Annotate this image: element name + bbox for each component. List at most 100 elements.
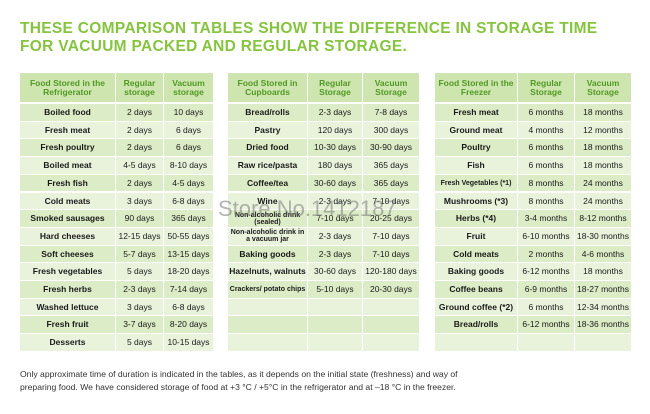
- duration-cell: 2-3 days: [308, 227, 363, 246]
- food-cell: Baking goods: [228, 245, 308, 264]
- food-cell: Bread/rolls: [228, 104, 308, 122]
- food-cell: Soft cheeses: [20, 245, 116, 264]
- duration-cell: 7-10 days: [308, 210, 363, 228]
- duration-cell: 7-10 days: [363, 227, 420, 246]
- duration-cell: 8 months: [518, 174, 575, 193]
- duration-cell: 2 months: [518, 245, 575, 264]
- food-cell: Mushrooms (*3): [435, 192, 518, 211]
- duration-cell: 30-90 days: [363, 139, 420, 158]
- food-cell: Fish: [435, 157, 518, 175]
- duration-cell: 10 days: [164, 104, 214, 122]
- duration-cell: 2 days: [116, 104, 164, 122]
- duration-cell: 10-15 days: [164, 334, 214, 352]
- food-cell: Smoked sausages: [20, 210, 116, 228]
- duration-cell: 120 days: [308, 121, 363, 140]
- food-cell: Herbs (*4): [435, 210, 518, 228]
- column-header: Vacuum Storage: [363, 73, 420, 103]
- duration-cell: 6-12 months: [518, 263, 575, 281]
- duration-cell: 20-25 days: [363, 210, 420, 228]
- empty-cell: [518, 334, 575, 352]
- food-cell: Wine: [228, 192, 308, 211]
- duration-cell: 2-3 days: [308, 192, 363, 211]
- empty-cell: [363, 334, 420, 352]
- food-cell: Raw rice/pasta: [228, 157, 308, 175]
- watermark: Store No.1412187: [218, 196, 397, 221]
- duration-cell: 18 months: [575, 263, 632, 281]
- duration-cell: 18-20 days: [164, 263, 214, 281]
- duration-cell: 365 days: [363, 174, 420, 193]
- food-cell: Non-alcoholic drink (sealed): [228, 210, 308, 228]
- duration-cell: 6 days: [164, 139, 214, 158]
- duration-cell: 24 months: [575, 192, 632, 211]
- column-header: Food Stored in the Freezer: [435, 73, 518, 103]
- duration-cell: 12 months: [575, 121, 632, 140]
- empty-cell: [308, 334, 363, 352]
- duration-cell: 2 days: [116, 139, 164, 158]
- duration-cell: 6-8 days: [164, 192, 214, 211]
- column-header: Vacuum Storage: [575, 73, 632, 103]
- food-cell: Fresh Vegetables (*1): [435, 174, 518, 193]
- food-cell: Desserts: [20, 334, 116, 352]
- empty-cell: [228, 298, 308, 317]
- duration-cell: 3-4 months: [518, 210, 575, 228]
- food-cell: Coffee/tea: [228, 174, 308, 193]
- duration-cell: 12-34 months: [575, 298, 632, 317]
- empty-cell: [228, 334, 308, 352]
- footnote-line: Only approximate time of duration is ind…: [20, 369, 458, 379]
- title-line: THESE COMPARISON TABLES SHOW THE DIFFERE…: [20, 20, 598, 37]
- duration-cell: 4-5 days: [116, 157, 164, 175]
- duration-cell: 4-6 months: [575, 245, 632, 264]
- duration-cell: 7-8 days: [363, 104, 420, 122]
- duration-cell: 6 months: [518, 298, 575, 317]
- duration-cell: 18 months: [575, 104, 632, 122]
- food-cell: Fresh vegetables: [20, 263, 116, 281]
- duration-cell: 3 days: [116, 192, 164, 211]
- food-cell: Pastry: [228, 121, 308, 140]
- food-cell: Crackers/ potato chips: [228, 281, 308, 299]
- column-header: Regular Storage: [518, 73, 575, 103]
- duration-cell: 2 days: [116, 121, 164, 140]
- food-cell: Cold meats: [20, 192, 116, 211]
- duration-cell: 120-180 days: [363, 263, 420, 281]
- empty-cell: [435, 334, 518, 352]
- duration-cell: 7-10 days: [363, 192, 420, 211]
- duration-cell: 3 days: [116, 298, 164, 317]
- duration-cell: 6-10 months: [518, 227, 575, 246]
- food-cell: Boiled food: [20, 104, 116, 122]
- duration-cell: 8-20 days: [164, 316, 214, 335]
- food-cell: Fresh poultry: [20, 139, 116, 158]
- duration-cell: 8-12 months: [575, 210, 632, 228]
- duration-cell: 6-12 months: [518, 316, 575, 335]
- food-cell: Cold meats: [435, 245, 518, 264]
- duration-cell: 8-10 days: [164, 157, 214, 175]
- food-cell: Ground meat: [435, 121, 518, 140]
- food-cell: Non-alcoholic drink in a vacuum jar: [228, 227, 308, 246]
- duration-cell: 8 months: [518, 192, 575, 211]
- food-cell: Bread/rolls: [435, 316, 518, 335]
- duration-cell: 365 days: [164, 210, 214, 228]
- duration-cell: 5-7 days: [116, 245, 164, 264]
- duration-cell: 6 months: [518, 157, 575, 175]
- food-cell: Baking goods: [435, 263, 518, 281]
- duration-cell: 30-60 days: [308, 263, 363, 281]
- column-header: Food Stored in the Refrigerator: [20, 73, 116, 103]
- duration-cell: 90 days: [116, 210, 164, 228]
- duration-cell: 300 days: [363, 121, 420, 140]
- duration-cell: 365 days: [363, 157, 420, 175]
- empty-cell: [363, 316, 420, 335]
- food-cell: Hazelnuts, walnuts: [228, 263, 308, 281]
- food-cell: Boiled meat: [20, 157, 116, 175]
- duration-cell: 5-10 days: [308, 281, 363, 299]
- duration-cell: 18-36 months: [575, 316, 632, 335]
- duration-cell: 6-8 days: [164, 298, 214, 317]
- empty-cell: [308, 298, 363, 317]
- food-cell: Coffee beans: [435, 281, 518, 299]
- duration-cell: 5 days: [116, 263, 164, 281]
- duration-cell: 18 months: [575, 139, 632, 158]
- duration-cell: 3-7 days: [116, 316, 164, 335]
- title-line: FOR VACUUM PACKED AND REGULAR STORAGE.: [20, 38, 408, 55]
- food-cell: Hard cheeses: [20, 227, 116, 246]
- food-cell: Dried food: [228, 139, 308, 158]
- duration-cell: 2-3 days: [116, 281, 164, 299]
